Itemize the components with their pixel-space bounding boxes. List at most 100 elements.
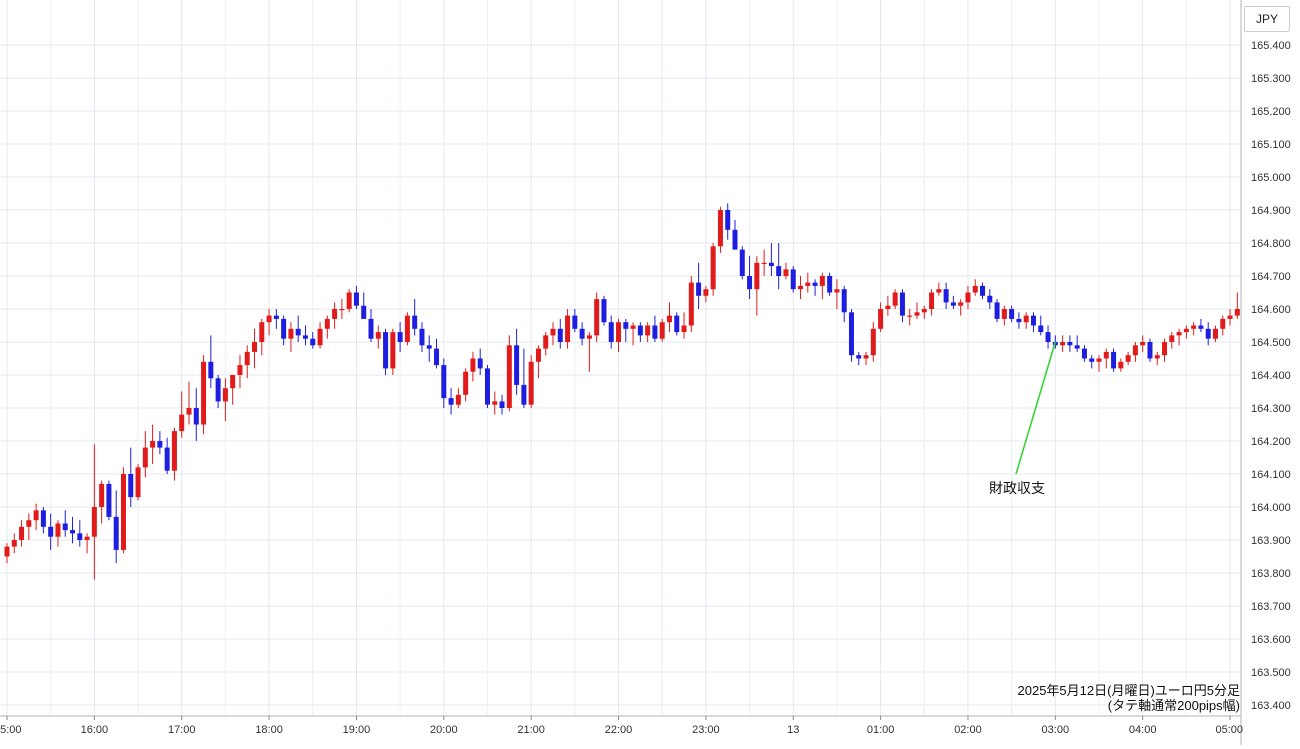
- candle-up: [84, 533, 90, 554]
- candle-body: [1162, 342, 1168, 356]
- candle-up: [885, 295, 891, 316]
- candle-body: [965, 292, 971, 303]
- candle-body: [48, 526, 54, 537]
- candle-body: [1111, 351, 1117, 369]
- candle-up: [1140, 335, 1146, 352]
- candle-up: [135, 464, 141, 501]
- candle-body: [193, 408, 199, 425]
- candle-down: [980, 282, 986, 300]
- candle-body: [921, 309, 927, 313]
- candle-up: [288, 322, 294, 352]
- candle-down: [397, 322, 403, 352]
- candle-body: [230, 375, 236, 389]
- candle-body: [302, 335, 308, 339]
- candle-up: [1001, 305, 1007, 326]
- candle-down: [674, 312, 680, 336]
- price-tick-label: 163.700: [1251, 601, 1291, 613]
- candle-body: [455, 394, 461, 405]
- candle-body: [1016, 318, 1022, 323]
- candle-body: [608, 322, 614, 342]
- candle-up: [346, 289, 352, 313]
- candle-body: [84, 536, 90, 540]
- price-tick-label: 165.400: [1251, 40, 1291, 52]
- candle-body: [259, 322, 265, 342]
- price-tick-label: 163.400: [1251, 700, 1291, 712]
- candle-down: [1198, 318, 1204, 333]
- candle-up: [550, 322, 556, 346]
- candle-body: [776, 266, 782, 276]
- candle-down: [441, 358, 447, 408]
- candle-down: [848, 309, 854, 362]
- candle-up: [259, 318, 265, 356]
- annotation-line: [1015, 341, 1057, 475]
- candle-up: [1060, 335, 1066, 352]
- candle-up: [317, 322, 323, 349]
- candle-body: [725, 210, 731, 230]
- candle-up: [688, 276, 694, 333]
- price-tick-label: 164.600: [1251, 304, 1291, 316]
- candle-body: [113, 516, 119, 550]
- candle-body: [412, 315, 418, 329]
- candle-body: [317, 328, 323, 346]
- candle-down: [1089, 355, 1095, 369]
- candle-down: [361, 292, 367, 319]
- candle-up: [91, 444, 97, 580]
- candle-up: [863, 351, 869, 366]
- candle-body: [1147, 342, 1153, 359]
- candle-body: [77, 533, 83, 540]
- candle-body: [601, 299, 607, 323]
- candle-down: [40, 507, 46, 534]
- candle-body: [252, 342, 258, 352]
- price-tick-label: 165.100: [1251, 139, 1291, 151]
- candle-body: [914, 312, 920, 316]
- candle-down: [412, 299, 418, 336]
- caption-line-2: (タテ軸通常200pips幅): [1107, 698, 1240, 713]
- price-tick-label: 164.200: [1251, 436, 1291, 448]
- candle-up: [834, 279, 840, 309]
- candle-body: [885, 305, 891, 309]
- candle-body: [1212, 328, 1218, 339]
- candle-body: [222, 388, 228, 402]
- chart-caption: 2025年5月12日(月曜日)ユーロ円5分足 (タテ軸通常200pips幅): [1018, 683, 1241, 713]
- candle-up: [1212, 325, 1218, 342]
- candle-body: [499, 401, 505, 408]
- candle-body: [361, 305, 367, 319]
- candle-down: [776, 243, 782, 290]
- candle-up: [1118, 358, 1124, 372]
- candle-body: [848, 312, 854, 356]
- candle-body: [652, 325, 658, 339]
- candle-body: [688, 282, 694, 326]
- candle-body: [470, 358, 476, 372]
- candle-down: [310, 332, 316, 349]
- price-tick-label: 163.600: [1251, 634, 1291, 646]
- candle-up: [222, 378, 228, 422]
- candle-body: [33, 510, 39, 521]
- candle-body: [484, 368, 490, 405]
- candle-down: [106, 480, 112, 521]
- candle-body: [62, 523, 68, 531]
- candle-down: [856, 351, 862, 366]
- candle-up: [717, 206, 723, 253]
- candle-down: [62, 510, 68, 537]
- candle-up: [19, 520, 25, 547]
- candle-body: [929, 292, 935, 309]
- candle-body: [164, 447, 170, 471]
- candle-body: [645, 325, 651, 336]
- candle-down: [601, 295, 607, 326]
- candle-body: [987, 295, 993, 303]
- candle-body: [659, 322, 665, 339]
- candle-up: [761, 249, 767, 276]
- candle-body: [805, 282, 811, 286]
- candle-body: [747, 276, 753, 290]
- candle-body: [91, 507, 97, 537]
- candle-body: [281, 318, 287, 339]
- time-tick-label: 20:00: [430, 724, 458, 736]
- candle-body: [120, 474, 126, 550]
- candle-down: [448, 388, 454, 415]
- candle-body: [157, 441, 163, 448]
- time-tick-label: 04:00: [1129, 724, 1157, 736]
- candle-up: [1154, 351, 1160, 366]
- candle-body: [477, 358, 483, 369]
- candle-down: [994, 299, 1000, 323]
- candle-up: [506, 335, 512, 412]
